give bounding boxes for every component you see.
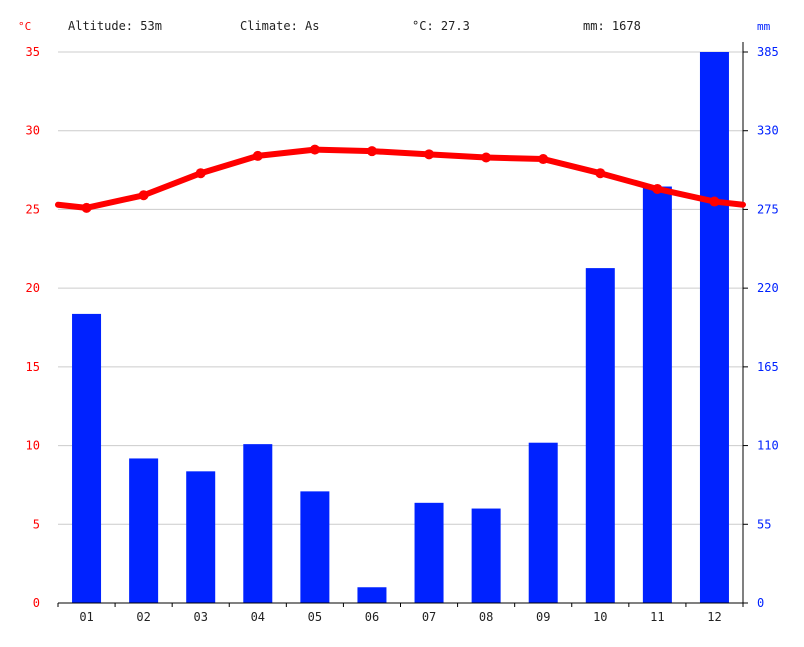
precip-bar: [471, 508, 501, 603]
x-tick-label: 03: [193, 610, 207, 624]
temperature-point: [652, 183, 663, 194]
temperature-line: [55, 144, 746, 213]
precipitation-bars: [72, 52, 729, 603]
precip-bar: [414, 502, 444, 603]
y-right-tick-label: 0: [757, 596, 764, 610]
temp-avg-label: °C: 27.3: [412, 19, 470, 33]
precip-bar: [699, 52, 729, 603]
x-tick-label: 08: [479, 610, 493, 624]
x-tick-label: 12: [707, 610, 721, 624]
temperature-series-line: [55, 146, 746, 211]
y-right-tick-label: 55: [757, 517, 771, 531]
temperature-point: [424, 149, 435, 160]
precip-total-label: mm: 1678: [583, 19, 641, 33]
temperature-point: [252, 150, 263, 161]
y-left-tick-label: 30: [26, 124, 40, 138]
altitude-label: Altitude: 53m: [68, 19, 162, 33]
y-left-tick-label: 15: [26, 360, 40, 374]
precip-bar: [357, 587, 387, 603]
precip-bar: [186, 471, 216, 603]
right-unit-label: mm: [757, 20, 771, 33]
precip-bar: [642, 186, 672, 603]
left-unit-label: °C: [18, 20, 31, 33]
temperature-point: [595, 168, 606, 179]
precip-bar: [585, 268, 615, 603]
x-tick-label: 10: [593, 610, 607, 624]
x-tick-label: 07: [422, 610, 436, 624]
precip-bar: [528, 442, 558, 603]
y-right-tick-label: 330: [757, 124, 779, 138]
y-right-tick-label: 110: [757, 439, 779, 453]
temperature-point: [81, 202, 92, 213]
temperature-point: [481, 152, 492, 163]
temperature-point: [538, 154, 549, 165]
x-tick-label: 06: [365, 610, 379, 624]
temperature-point: [709, 196, 720, 207]
temperature-point: [195, 168, 206, 179]
x-tick-label: 01: [79, 610, 93, 624]
y-right-tick-label: 275: [757, 202, 779, 216]
temperature-point: [366, 146, 377, 157]
x-tick-label: 02: [136, 610, 150, 624]
precip-bar: [300, 491, 330, 603]
y-left-tick-label: 35: [26, 45, 40, 59]
x-tick-label: 11: [650, 610, 664, 624]
y-right-tick-label: 385: [757, 45, 779, 59]
y-left-tick-label: 0: [33, 596, 40, 610]
axes: [57, 42, 748, 607]
y-right-tick-label: 165: [757, 360, 779, 374]
precip-bar: [129, 458, 159, 603]
y-left-tick-label: 10: [26, 439, 40, 453]
y-left-tick-label: 20: [26, 281, 40, 295]
precip-bar: [72, 313, 102, 603]
y-left-tick-label: 5: [33, 517, 40, 531]
temperature-point: [138, 190, 149, 201]
climate-label: Climate: As: [240, 19, 319, 33]
precip-bar: [243, 444, 273, 603]
x-tick-label: 09: [536, 610, 550, 624]
y-left-tick-label: 25: [26, 202, 40, 216]
x-tick-label: 04: [251, 610, 265, 624]
x-tick-label: 05: [308, 610, 322, 624]
y-right-tick-label: 220: [757, 281, 779, 295]
gridlines: [58, 51, 743, 525]
temperature-point: [309, 144, 320, 155]
